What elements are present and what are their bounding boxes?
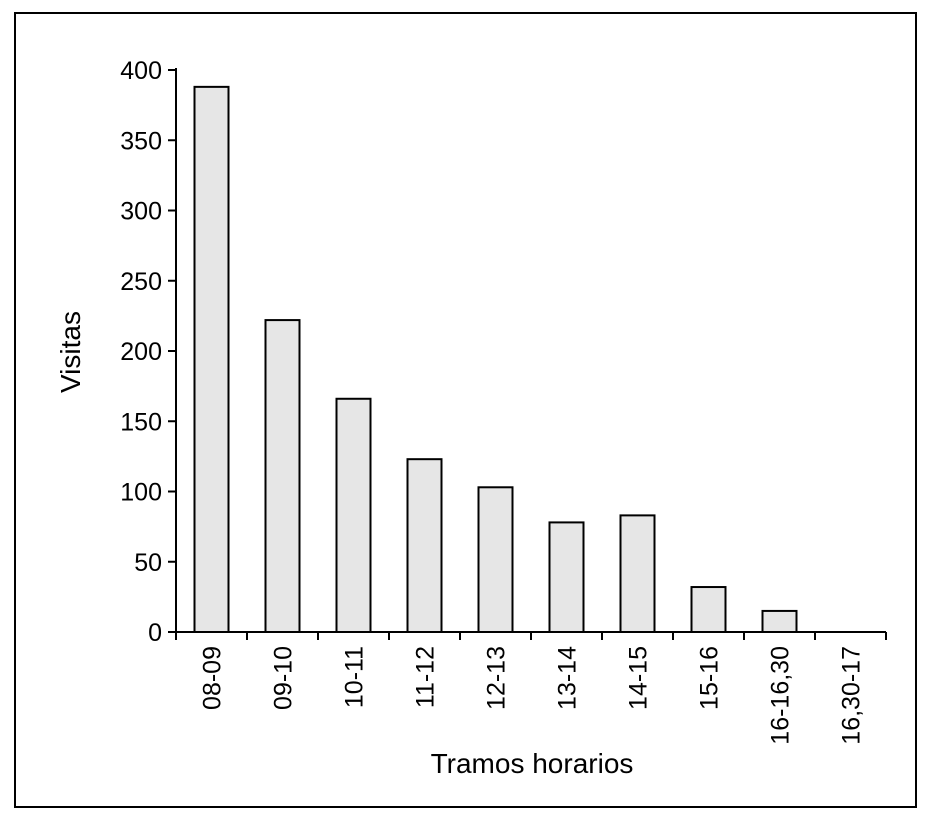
chart-frame	[14, 12, 917, 808]
bar-12-13	[477, 486, 514, 633]
y-tick-label: 150	[120, 408, 162, 436]
bar-13-14	[548, 521, 585, 633]
y-tick-label: 100	[120, 479, 162, 507]
y-tick-label: 200	[120, 338, 162, 366]
bar-11-12	[406, 458, 443, 633]
y-tick-label: 250	[120, 268, 162, 296]
bar-16-16,30	[761, 609, 798, 633]
x-axis-title: Tramos horarios	[431, 748, 634, 779]
x-tick-label: 10-11	[341, 646, 369, 708]
y-tick-label: 300	[120, 198, 162, 226]
y-tick-label: 0	[148, 619, 162, 647]
x-tick-label: 09-10	[270, 646, 298, 710]
x-tick-label: 08-09	[199, 646, 227, 710]
x-tick-label: 14-15	[625, 646, 653, 710]
bar-09-10	[264, 319, 301, 633]
y-tick-label: 400	[120, 57, 162, 85]
x-tick-label: 15-16	[696, 646, 724, 710]
x-tick-label: 12-13	[483, 646, 511, 710]
x-tick-label: 11-12	[412, 646, 440, 708]
y-tick-label: 50	[134, 549, 162, 577]
bar-14-15	[619, 514, 656, 634]
y-tick-label: 350	[120, 127, 162, 155]
bar-08-09	[193, 85, 230, 634]
x-tick-label: 16,30-17	[838, 646, 866, 745]
y-axis-title: Visitas	[55, 311, 86, 393]
bar-15-16	[690, 586, 727, 633]
x-tick-label: 13-14	[554, 646, 582, 710]
x-tick-label: 16-16,30	[767, 646, 795, 745]
bar-10-11	[335, 397, 372, 633]
